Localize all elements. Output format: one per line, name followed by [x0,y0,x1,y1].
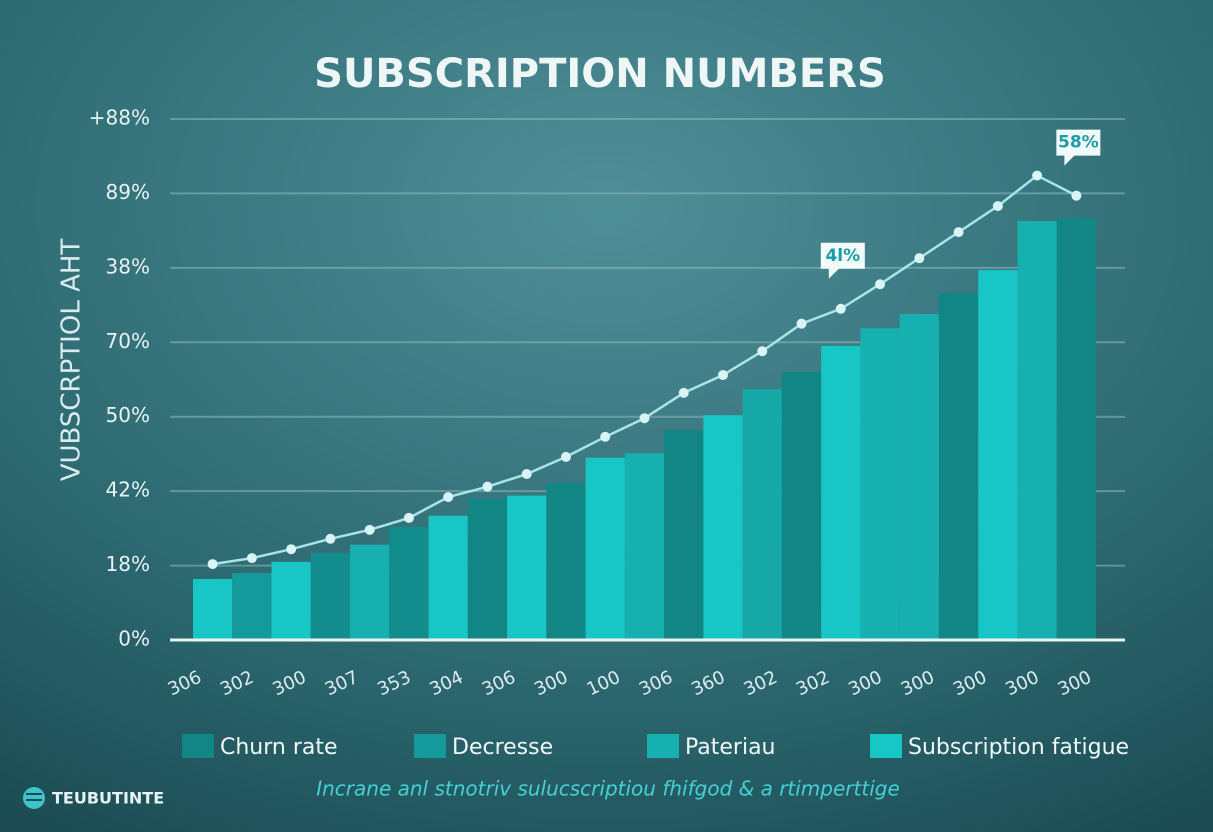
trend-point [286,544,297,555]
brand-logo [23,787,45,809]
trend-point [914,253,925,264]
legend-label: Churn rate [220,735,338,760]
trend-point [875,279,886,290]
trend-point [403,512,414,523]
trend-point [796,318,807,329]
bar [742,389,782,640]
trend-point [757,346,768,357]
legend-label: Subscription fatigue [908,735,1129,760]
trend-point [482,481,493,492]
y-tick-label: 50% [106,403,150,427]
bar [271,561,311,640]
trend-point [521,469,532,480]
y-tick-label: 70% [106,329,150,353]
trend-point [207,559,218,570]
bar [546,482,586,640]
bar [860,328,900,640]
trend-point [1032,170,1043,181]
bar [821,346,861,640]
annotation-bubble [820,242,865,279]
bar [350,544,390,640]
y-tick-label: 18% [106,552,150,576]
trend-point [600,431,611,442]
legend-swatch [870,734,902,758]
y-tick-label: 42% [106,478,150,502]
y-tick-label: 0% [118,627,150,651]
bar [585,457,625,640]
trend-point [325,533,336,544]
annotation: 58% [1058,133,1099,153]
bar [1017,220,1057,640]
bar [938,293,979,640]
brand: TEUBUTINTE [52,789,164,808]
trend-point [718,370,729,381]
trend-point [560,451,571,462]
bar [1056,217,1096,641]
trend-point [953,227,964,238]
y-tick-label: +88% [89,106,150,130]
bar [193,578,233,640]
trend-point [364,524,375,535]
y-tick-label: 38% [106,254,150,278]
chart-title: SUBSCRIPTION NUMBERS [314,51,886,97]
bar [507,495,547,640]
bar [664,430,704,640]
trend-point [992,201,1003,212]
bar [703,415,743,640]
annotation-bubble [1056,129,1101,166]
trend-point [678,387,689,398]
bar [978,270,1018,640]
trend-point [835,303,846,314]
trend-point [639,413,650,424]
y-axis-label: VUBSCRPTIOL AHT [57,239,87,482]
bar [467,498,508,640]
trend-point [246,553,257,564]
bar [781,372,822,640]
legend-swatch [414,734,446,758]
bar [624,453,665,640]
y-tick-label: 89% [106,180,150,204]
bar [310,552,351,640]
bar [389,526,429,640]
legend-swatch [647,734,679,758]
legend-label: Pateriau [685,735,776,760]
bar [428,515,468,640]
legend-swatch [182,734,214,758]
footer: Incrane anl stnotriv sulucscriptiou fhif… [316,777,900,801]
bar [232,573,272,640]
bar [899,314,939,640]
legend-label: Decresse [452,735,553,760]
trend-point [1071,190,1082,201]
trend-point [443,492,454,503]
annotation: 4l% [825,246,860,266]
